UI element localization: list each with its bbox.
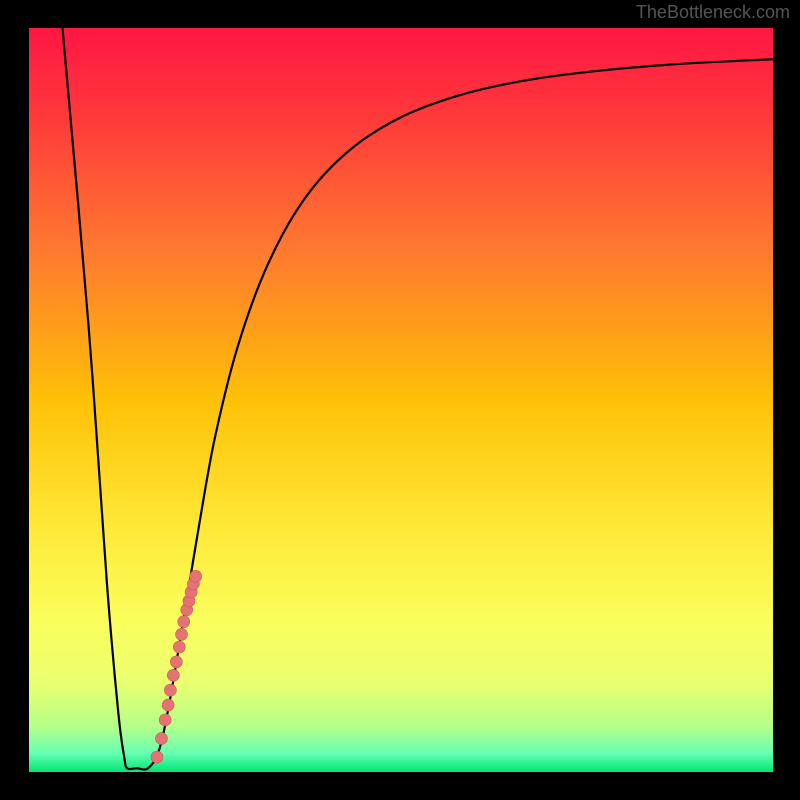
attribution-text: TheBottleneck.com	[636, 2, 790, 23]
chart-container: TheBottleneck.com	[0, 0, 800, 800]
gradient-background	[29, 28, 773, 772]
plot-area	[29, 28, 773, 772]
